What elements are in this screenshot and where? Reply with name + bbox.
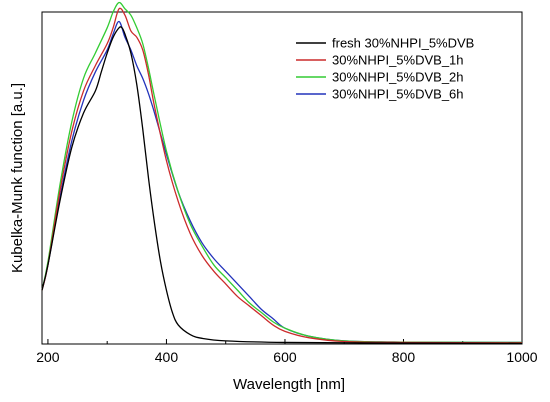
x-tick-label: 1000 bbox=[506, 349, 537, 365]
x-tick-label: 600 bbox=[273, 349, 297, 365]
x-tick-label: 400 bbox=[155, 349, 179, 365]
legend-label: fresh 30%NHPI_5%DVB bbox=[332, 36, 474, 51]
series-layer bbox=[41, 1, 523, 345]
x-tick-label: 800 bbox=[392, 349, 416, 365]
x-tick-label: 200 bbox=[36, 349, 60, 365]
legend-label: 30%NHPI_5%DVB_1h bbox=[332, 53, 464, 68]
x-axis-title: Wavelength [nm] bbox=[233, 376, 345, 393]
x-axis-ticks: 200 400 600 800 1000 bbox=[36, 339, 538, 365]
legend-label: 30%NHPI_5%DVB_2h bbox=[332, 70, 464, 85]
series-line-3 bbox=[41, 1, 523, 344]
legend: fresh 30%NHPI_5%DVB 30%NHPI_5%DVB_1h 30%NH… bbox=[296, 36, 474, 102]
y-axis-title: Kubelka-Munk function [a.u.] bbox=[9, 83, 26, 273]
legend-label: 30%NHPI_5%DVB_6h bbox=[332, 87, 464, 102]
series-line-1 bbox=[41, 26, 523, 345]
series-line-2 bbox=[41, 7, 523, 344]
plot-area bbox=[41, 11, 523, 345]
